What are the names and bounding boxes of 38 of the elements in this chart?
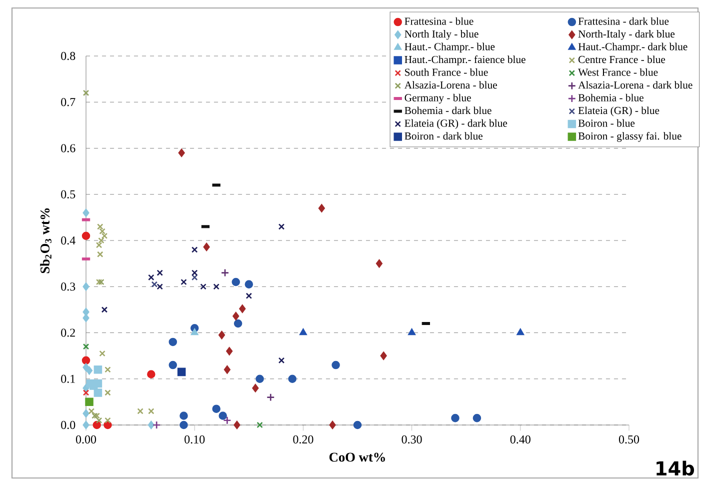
y-tick-label: 0.8 — [61, 52, 76, 60]
legend-label: Alsazia-Lorena - dark blue — [578, 81, 692, 89]
text: 14b — [656, 460, 694, 476]
x-axis-title: CoO wt% — [329, 452, 385, 462]
y-tick-label: 0.7 — [61, 98, 76, 106]
legend-label: North Italy - blue — [404, 30, 478, 40]
legend-label: Bohemia - dark blue — [404, 106, 492, 114]
legend-label: Centre France - blue — [578, 56, 666, 64]
y-tick-label: 0.5 — [61, 190, 76, 198]
legend-label: Boiron - dark blue — [404, 132, 482, 140]
legend-label: Frattesina - blue — [404, 17, 474, 25]
legend-label: Elateia (GR) - blue — [578, 106, 660, 116]
x-tick-label: 0.30 — [402, 435, 422, 444]
legend-label: Boiron - blue — [578, 119, 635, 127]
y-tick-label: 0.1 — [61, 374, 75, 383]
x-tick-label: 0.50 — [618, 435, 640, 444]
y-tick-label: 0.0 — [61, 420, 76, 430]
legend-label: West France - blue — [578, 68, 658, 76]
legend-label: Elateia (GR) - dark blue — [404, 119, 508, 129]
y-tick-label: 0.4 — [61, 236, 76, 245]
y-tick-label: 0.2 — [61, 328, 75, 337]
legend-label: North-Italy - dark blue — [578, 30, 675, 40]
legend-label: South France - blue — [405, 68, 488, 76]
legend-label: Haut.- Champr.- blue — [404, 42, 495, 52]
x-tick-label: 0.00 — [76, 435, 96, 444]
legend-label: Germany - blue — [404, 94, 471, 104]
legend-label: Haut.-Champr.- dark blue — [578, 42, 688, 52]
legend-label: Bohemia - blue — [578, 94, 644, 102]
legend-label: Haut.-Champr.- faience blue — [404, 56, 526, 66]
x-tick-label: 0.10 — [184, 435, 205, 444]
legend-label: Frattesina - dark blue — [578, 17, 669, 25]
legend-label: Boiron - glassy fai. blue — [578, 132, 682, 142]
y-tick-label: 0.3 — [61, 282, 76, 291]
y-axis-title: Sb$_{2}$O$_{3}$ wt% — [40, 208, 52, 274]
legend-label: Alsazia-Lorena - blue — [404, 81, 497, 89]
x-tick-label: 0.20 — [293, 435, 314, 444]
y-tick-label: 0.6 — [61, 144, 76, 152]
x-tick-label: 0.40 — [510, 435, 530, 444]
